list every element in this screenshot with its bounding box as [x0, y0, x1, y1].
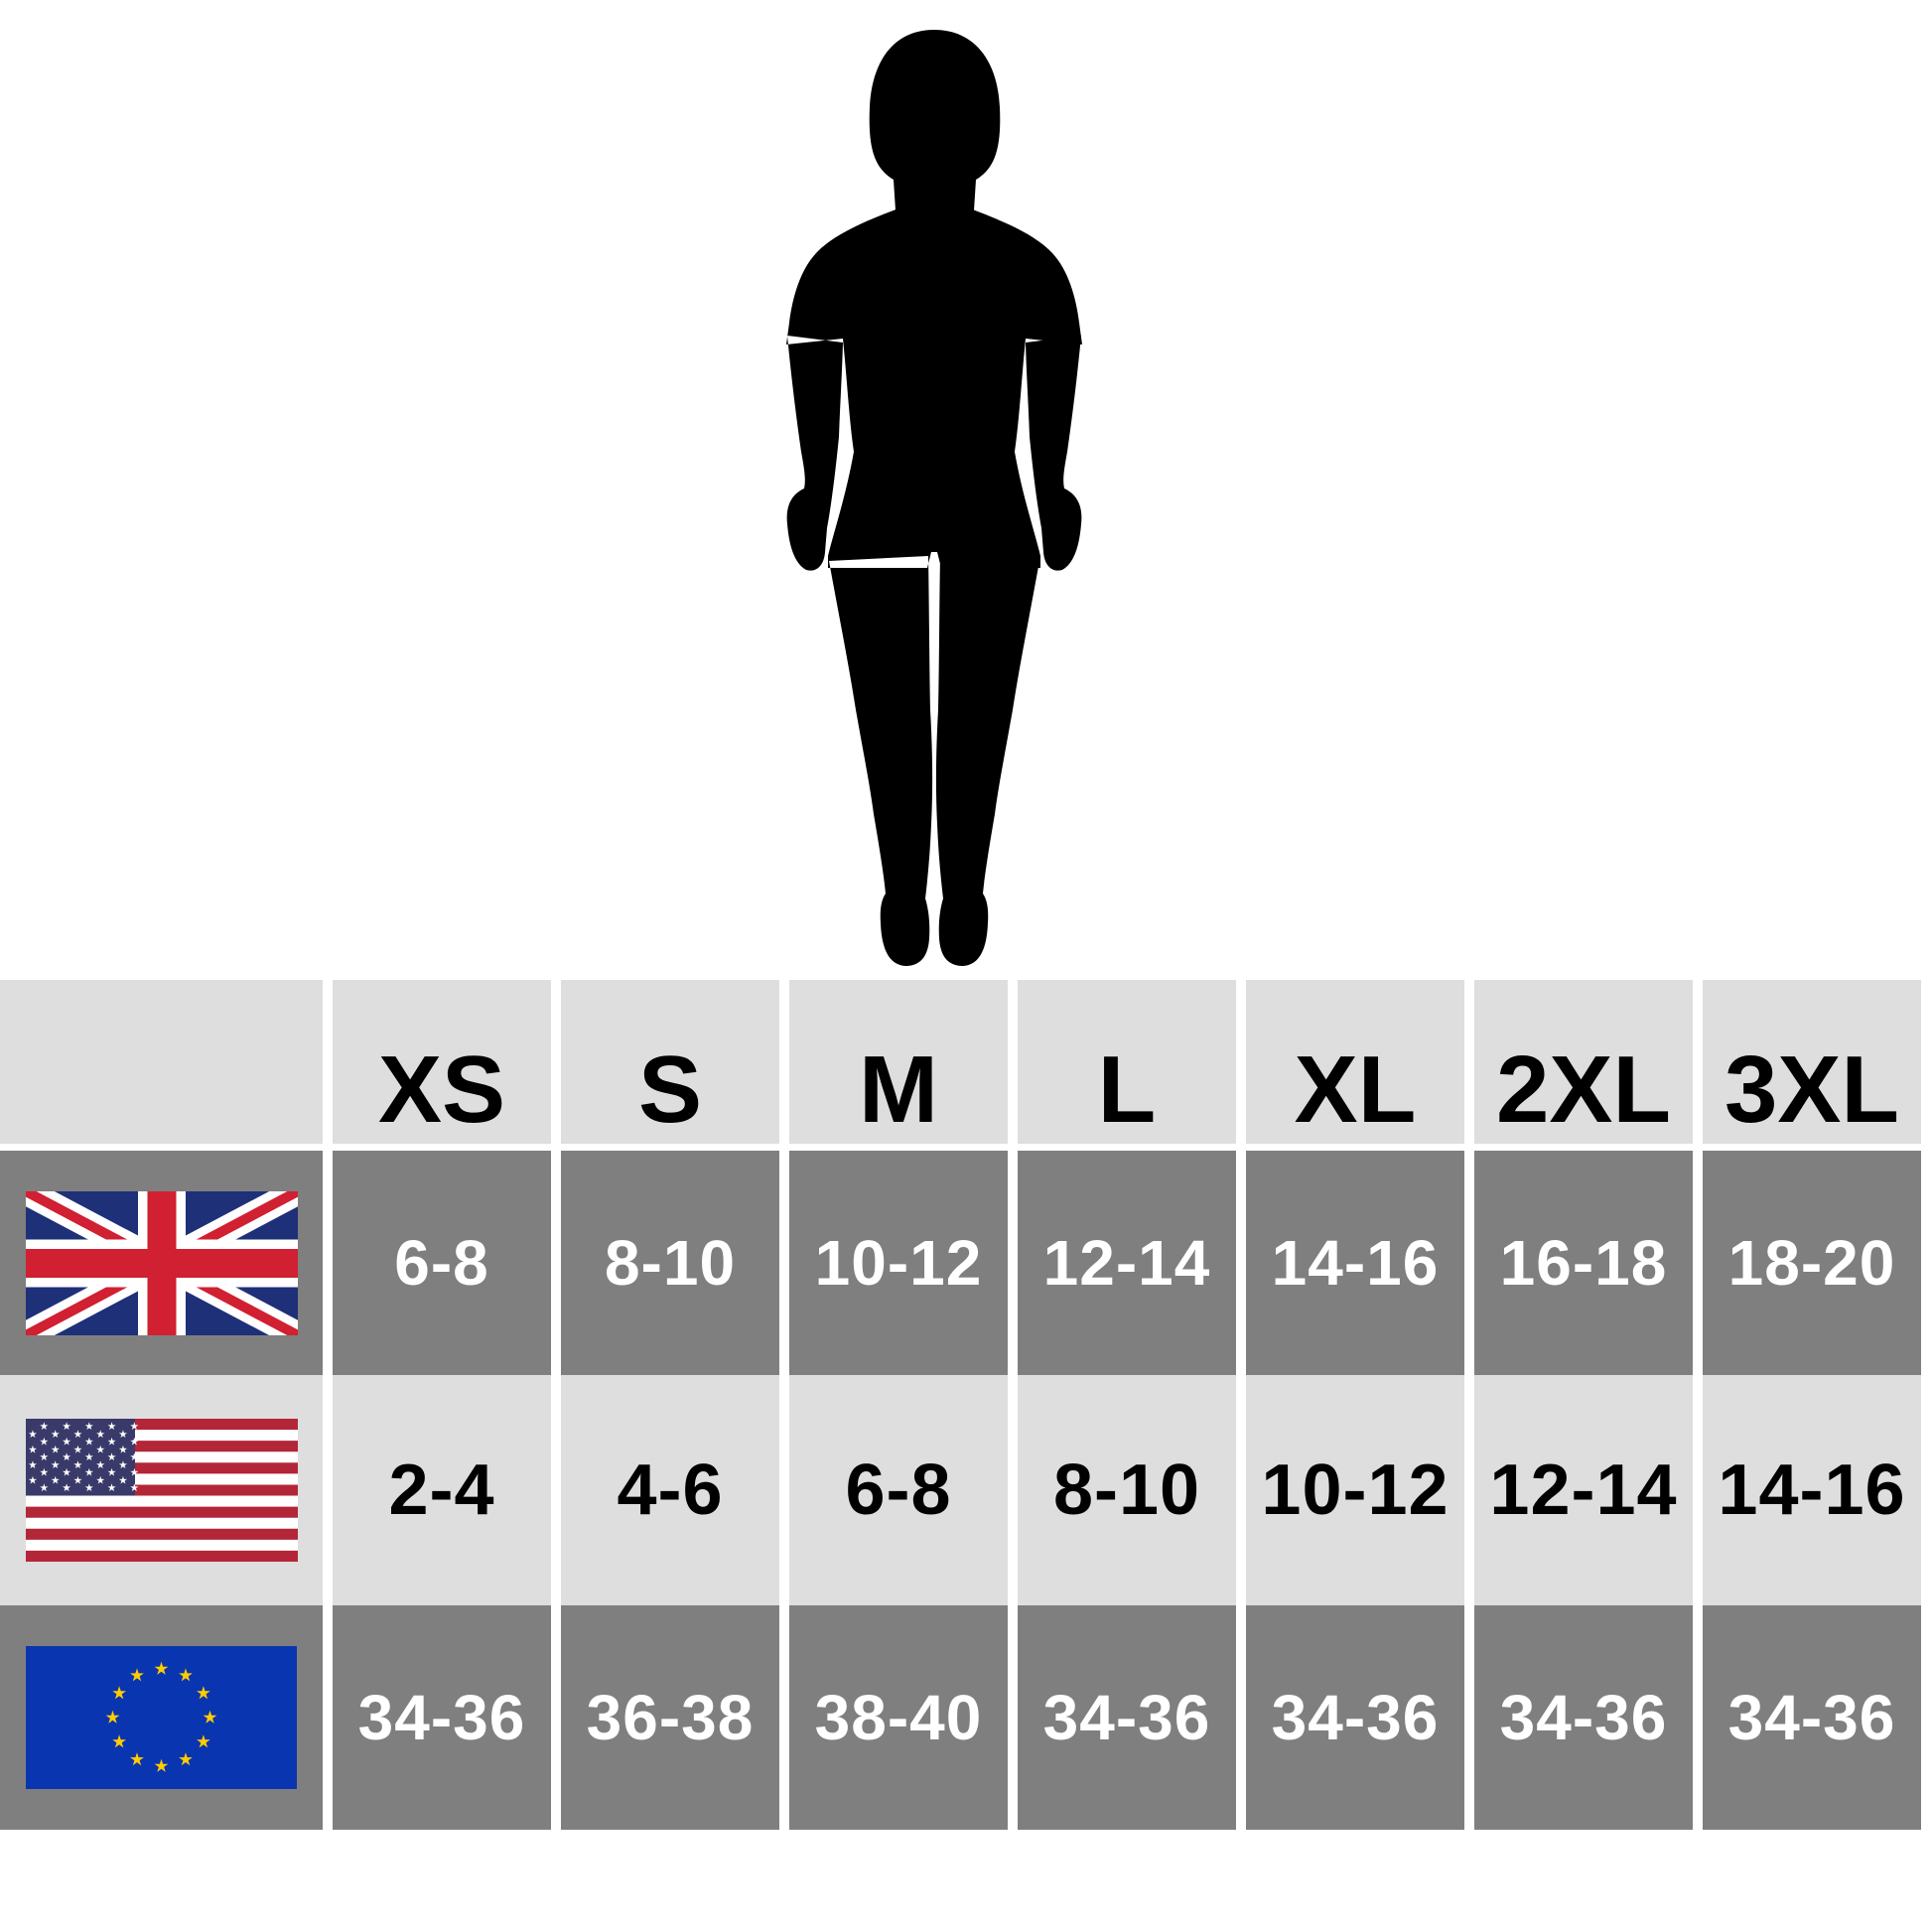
- svg-text:★ ★ ★ ★ ★ ★: ★ ★ ★ ★ ★ ★: [26, 1467, 144, 1479]
- size-header-label: XS: [377, 1036, 506, 1144]
- uk-size-value: 18-20: [1727, 1227, 1896, 1299]
- us-size-s: 4-6: [561, 1375, 779, 1605]
- uk-size-s: 8-10: [561, 1151, 779, 1375]
- svg-text:★ ★ ★ ★ ★: ★ ★ ★ ★ ★: [28, 1459, 132, 1471]
- eu-size-value: 36-38: [586, 1682, 755, 1753]
- uk-size-value: 16-18: [1499, 1227, 1668, 1299]
- eu-size-2xl: 34-36: [1474, 1605, 1693, 1830]
- us-size-l: 8-10: [1018, 1375, 1236, 1605]
- uk-size-value: 8-10: [604, 1227, 737, 1299]
- eu-size-row: 34-36 36-38 38-40 34-36 34-36 34-36 34-3…: [0, 1605, 1921, 1830]
- eu-flag-cell: [0, 1605, 323, 1830]
- uk-size-m: 10-12: [789, 1151, 1008, 1375]
- eu-size-m: 38-40: [789, 1605, 1008, 1830]
- svg-text:★ ★ ★ ★ ★ ★: ★ ★ ★ ★ ★ ★: [26, 1451, 144, 1463]
- us-size-row: ★ ★ ★ ★ ★ ★ ★ ★ ★ ★ ★ ★ ★ ★ ★ ★ ★ ★ ★ ★ …: [0, 1375, 1921, 1605]
- uk-size-3xl: 18-20: [1703, 1151, 1921, 1375]
- size-header-xs: XS: [333, 980, 551, 1144]
- svg-text:★ ★ ★ ★ ★: ★ ★ ★ ★ ★: [28, 1474, 132, 1486]
- us-flag-icon: ★ ★ ★ ★ ★ ★ ★ ★ ★ ★ ★ ★ ★ ★ ★ ★ ★ ★ ★ ★ …: [25, 1419, 298, 1562]
- size-header-label: 2XL: [1495, 1036, 1672, 1144]
- uk-size-2xl: 16-18: [1474, 1151, 1693, 1375]
- uk-size-xs: 6-8: [333, 1151, 551, 1375]
- us-size-value: 2-4: [388, 1450, 495, 1530]
- size-header-label: L: [1097, 1036, 1157, 1144]
- uk-size-value: 14-16: [1271, 1227, 1440, 1299]
- svg-text:★ ★ ★ ★ ★ ★: ★ ★ ★ ★ ★ ★: [26, 1482, 144, 1494]
- eu-size-value: 34-36: [357, 1682, 526, 1753]
- us-size-value: 6-8: [845, 1450, 952, 1530]
- us-size-m: 6-8: [789, 1375, 1008, 1605]
- uk-size-xl: 14-16: [1246, 1151, 1464, 1375]
- size-table: XS S M L XL 2XL 3XL 6-8 8-10 10-12 12: [0, 980, 1921, 1830]
- eu-size-s: 36-38: [561, 1605, 779, 1830]
- us-size-xl: 10-12: [1246, 1375, 1464, 1605]
- us-flag-cell: ★ ★ ★ ★ ★ ★ ★ ★ ★ ★ ★ ★ ★ ★ ★ ★ ★ ★ ★ ★ …: [0, 1375, 323, 1605]
- eu-size-3xl: 34-36: [1703, 1605, 1921, 1830]
- eu-size-l: 34-36: [1018, 1605, 1236, 1830]
- eu-size-xs: 34-36: [333, 1605, 551, 1830]
- size-header-xl: XL: [1246, 980, 1464, 1144]
- svg-text:★ ★ ★ ★ ★: ★ ★ ★ ★ ★: [28, 1429, 132, 1441]
- eu-size-value: 38-40: [814, 1682, 983, 1753]
- uk-flag-icon: [25, 1190, 298, 1335]
- size-header-label: XL: [1294, 1036, 1417, 1144]
- size-header-l: L: [1018, 980, 1236, 1144]
- us-size-value: 12-14: [1489, 1450, 1678, 1530]
- svg-text:★ ★ ★ ★ ★: ★ ★ ★ ★ ★: [28, 1444, 132, 1455]
- us-size-value: 14-16: [1718, 1450, 1906, 1530]
- us-size-value: 10-12: [1261, 1450, 1449, 1530]
- size-header-label: 3XL: [1724, 1036, 1900, 1144]
- size-header-3xl: 3XL: [1703, 980, 1921, 1144]
- eu-size-value: 34-36: [1727, 1682, 1896, 1753]
- size-header-row: XS S M L XL 2XL 3XL: [0, 980, 1921, 1144]
- eu-size-value: 34-36: [1499, 1682, 1668, 1753]
- size-header-s: S: [561, 980, 779, 1144]
- size-header-label: S: [637, 1036, 703, 1144]
- svg-text:★ ★ ★ ★ ★ ★: ★ ★ ★ ★ ★ ★: [26, 1437, 144, 1449]
- uk-flag-cell: [0, 1151, 323, 1375]
- eu-flag-icon: [26, 1646, 297, 1789]
- eu-size-value: 34-36: [1271, 1682, 1440, 1753]
- uk-size-value: 6-8: [394, 1227, 489, 1299]
- us-size-xs: 2-4: [333, 1375, 551, 1605]
- woman-silhouette-path: [786, 30, 1082, 966]
- size-header-2xl: 2XL: [1474, 980, 1693, 1144]
- us-size-value: 8-10: [1052, 1450, 1201, 1530]
- header-empty-cell: [0, 980, 323, 1144]
- size-header-label: M: [859, 1036, 938, 1144]
- us-flag-stars: ★ ★ ★ ★ ★ ★ ★ ★ ★ ★ ★ ★ ★ ★ ★ ★ ★ ★ ★ ★ …: [26, 1421, 144, 1494]
- size-header-m: M: [789, 980, 1008, 1144]
- us-size-3xl: 14-16: [1703, 1375, 1921, 1605]
- us-size-2xl: 12-14: [1474, 1375, 1693, 1605]
- uk-size-value: 10-12: [814, 1227, 983, 1299]
- uk-size-value: 12-14: [1042, 1227, 1211, 1299]
- eu-size-xl: 34-36: [1246, 1605, 1464, 1830]
- uk-size-l: 12-14: [1018, 1151, 1236, 1375]
- eu-size-value: 34-36: [1042, 1682, 1211, 1753]
- uk-size-row: 6-8 8-10 10-12 12-14 14-16 16-18 18-20: [0, 1151, 1921, 1375]
- us-size-value: 4-6: [617, 1450, 724, 1530]
- svg-text:★ ★ ★ ★ ★ ★: ★ ★ ★ ★ ★ ★: [26, 1421, 144, 1433]
